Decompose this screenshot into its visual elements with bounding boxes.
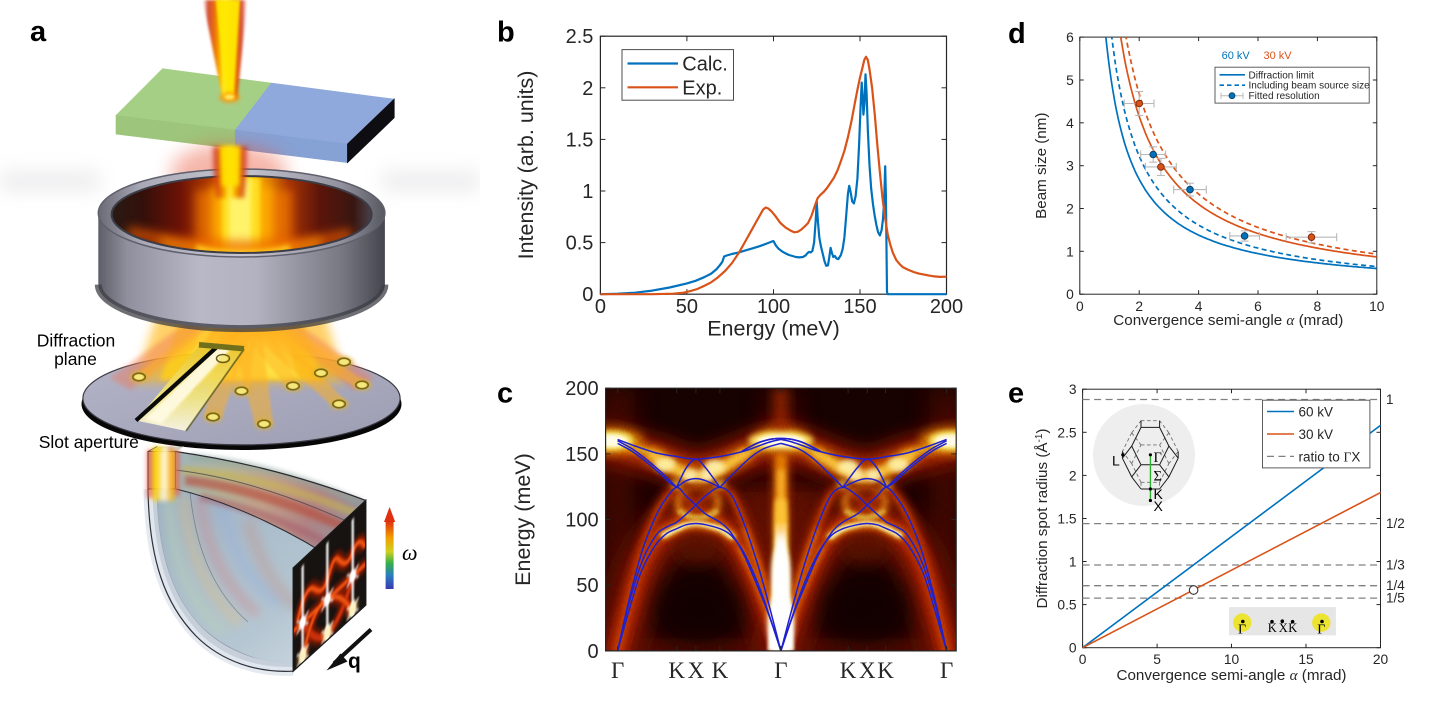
svg-text:4: 4 bbox=[1066, 116, 1074, 131]
svg-text:100: 100 bbox=[565, 510, 598, 532]
svg-text:30 kV: 30 kV bbox=[1299, 427, 1334, 442]
svg-text:ω: ω bbox=[402, 540, 418, 565]
svg-text:e: e bbox=[1008, 378, 1024, 410]
svg-text:Intensity (arb. units): Intensity (arb. units) bbox=[514, 71, 538, 260]
svg-text:150: 150 bbox=[843, 296, 876, 318]
svg-text:K: K bbox=[1268, 621, 1277, 635]
svg-text:X: X bbox=[688, 658, 705, 683]
svg-text:1: 1 bbox=[582, 181, 593, 203]
svg-text:Convergence semi-angle α (mrad: Convergence semi-angle α (mrad) bbox=[1117, 667, 1347, 684]
svg-text:6: 6 bbox=[1066, 30, 1074, 45]
svg-text:200: 200 bbox=[565, 378, 598, 400]
svg-text:0.5: 0.5 bbox=[1057, 598, 1077, 613]
svg-text:1/4: 1/4 bbox=[1386, 578, 1405, 593]
svg-text:50: 50 bbox=[576, 575, 598, 597]
svg-text:1/5: 1/5 bbox=[1386, 591, 1405, 606]
svg-text:Γ: Γ bbox=[1154, 450, 1162, 466]
svg-text:Γ: Γ bbox=[611, 658, 624, 683]
svg-text:1.5: 1.5 bbox=[1057, 512, 1077, 527]
svg-text:0: 0 bbox=[1076, 299, 1084, 314]
svg-text:Diffraction spot radius (Å-1): Diffraction spot radius (Å-1) bbox=[1034, 429, 1051, 609]
svg-text:2: 2 bbox=[582, 78, 593, 100]
svg-text:5: 5 bbox=[1153, 652, 1161, 667]
svg-text:a: a bbox=[30, 16, 47, 48]
svg-text:3: 3 bbox=[1066, 159, 1074, 174]
svg-text:0: 0 bbox=[1079, 652, 1087, 667]
svg-text:c: c bbox=[497, 378, 513, 410]
svg-text:0: 0 bbox=[1066, 287, 1074, 302]
svg-text:1/2: 1/2 bbox=[1386, 516, 1405, 531]
svg-text:2.5: 2.5 bbox=[1057, 425, 1077, 440]
svg-text:10: 10 bbox=[1369, 299, 1385, 314]
svg-text:15: 15 bbox=[1298, 652, 1314, 667]
svg-text:X: X bbox=[859, 658, 876, 683]
svg-text:L: L bbox=[1112, 453, 1120, 469]
svg-text:0: 0 bbox=[1069, 641, 1077, 656]
svg-text:8: 8 bbox=[1314, 299, 1322, 314]
svg-text:0: 0 bbox=[587, 641, 598, 663]
svg-text:X: X bbox=[1279, 621, 1288, 635]
svg-text:K: K bbox=[712, 658, 729, 683]
svg-text:ratio to ΓX: ratio to ΓX bbox=[1299, 449, 1361, 464]
svg-text:100: 100 bbox=[757, 296, 790, 318]
svg-text:1.5: 1.5 bbox=[566, 129, 594, 151]
svg-text:Γ: Γ bbox=[1238, 623, 1246, 638]
svg-text:Fitted resolution: Fitted resolution bbox=[1249, 91, 1320, 102]
svg-text:Γ: Γ bbox=[774, 658, 787, 683]
svg-text:0: 0 bbox=[595, 296, 606, 318]
svg-text:d: d bbox=[1008, 18, 1026, 50]
svg-text:3: 3 bbox=[1069, 382, 1077, 397]
svg-text:20: 20 bbox=[1373, 652, 1389, 667]
svg-text:2: 2 bbox=[1135, 299, 1143, 314]
svg-text:0.5: 0.5 bbox=[566, 233, 594, 255]
svg-text:2: 2 bbox=[1066, 202, 1074, 217]
svg-text:Energy (meV): Energy (meV) bbox=[511, 453, 535, 586]
svg-text:K: K bbox=[1288, 621, 1297, 635]
svg-text:2.5: 2.5 bbox=[566, 26, 594, 48]
svg-text:K: K bbox=[877, 658, 894, 683]
svg-text:Calc.: Calc. bbox=[682, 54, 728, 76]
svg-text:0: 0 bbox=[582, 284, 593, 306]
svg-text:60 kV: 60 kV bbox=[1299, 405, 1334, 420]
svg-text:K: K bbox=[668, 658, 685, 683]
svg-text:1: 1 bbox=[1069, 555, 1077, 570]
svg-text:Exp.: Exp. bbox=[682, 77, 722, 99]
svg-text:Σ: Σ bbox=[1154, 469, 1162, 485]
svg-text:K: K bbox=[840, 658, 857, 683]
svg-text:1: 1 bbox=[1386, 392, 1394, 407]
svg-text:b: b bbox=[497, 17, 515, 49]
svg-text:6: 6 bbox=[1254, 299, 1262, 314]
svg-text:plane: plane bbox=[54, 349, 97, 369]
svg-text:Diffraction: Diffraction bbox=[37, 330, 115, 350]
svg-text:Diffraction limit: Diffraction limit bbox=[1249, 70, 1315, 81]
svg-text:q: q bbox=[348, 650, 361, 673]
svg-text:Γ: Γ bbox=[1317, 623, 1325, 638]
svg-text:K: K bbox=[1154, 486, 1164, 502]
svg-text:150: 150 bbox=[565, 444, 598, 466]
svg-text:Slot aperture: Slot aperture bbox=[39, 432, 139, 452]
svg-text:200: 200 bbox=[930, 296, 963, 318]
svg-text:1: 1 bbox=[1066, 244, 1074, 259]
svg-text:2: 2 bbox=[1069, 468, 1077, 483]
svg-text:Energy (meV): Energy (meV) bbox=[707, 317, 840, 341]
svg-text:Γ: Γ bbox=[940, 658, 953, 683]
svg-text:10: 10 bbox=[1224, 652, 1240, 667]
svg-text:Beam size (nm): Beam size (nm) bbox=[1033, 113, 1050, 219]
svg-text:30 kV: 30 kV bbox=[1264, 50, 1293, 62]
svg-text:60 kV: 60 kV bbox=[1222, 50, 1251, 62]
svg-text:50: 50 bbox=[676, 296, 698, 318]
svg-text:Including beam source size: Including beam source size bbox=[1249, 81, 1371, 92]
svg-text:5: 5 bbox=[1066, 73, 1074, 88]
svg-text:Convergence semi-angle α (mra: Convergence semi-angle α (mrad) bbox=[1113, 312, 1343, 329]
svg-text:X: X bbox=[1154, 498, 1164, 514]
svg-text:1/3: 1/3 bbox=[1386, 558, 1405, 573]
svg-text:4: 4 bbox=[1195, 299, 1203, 314]
